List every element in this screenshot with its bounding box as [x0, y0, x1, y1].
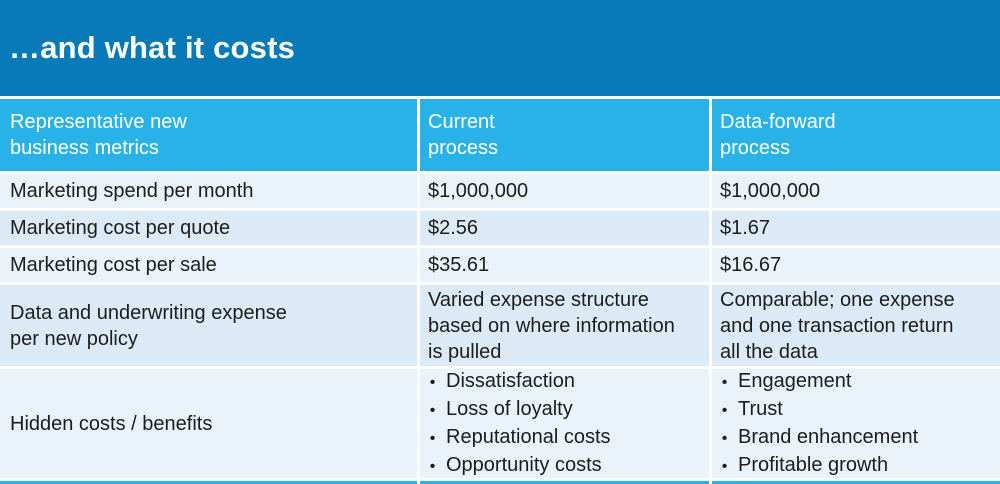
- col-header-data-forward-process: Data-forward process: [712, 99, 1000, 171]
- bullet-list: • Dissatisfaction • Loss of loyalty • Re…: [428, 368, 611, 480]
- bullet-icon: •: [721, 373, 728, 391]
- metric-cell: Hidden costs / benefits: [0, 369, 417, 478]
- metric-cell: Data and underwriting expense per new po…: [0, 285, 417, 366]
- current-cell: $2.56: [420, 211, 709, 245]
- bullet-icon: •: [429, 457, 436, 475]
- list-item: • Dissatisfaction: [428, 368, 611, 396]
- dataforward-cell: Comparable; one expense and one transact…: [712, 285, 1000, 366]
- title-band: …and what it costs: [0, 0, 1000, 96]
- list-item: • Engagement: [720, 368, 918, 396]
- bullet-icon: •: [429, 373, 436, 391]
- metric-cell: Marketing cost per quote: [0, 211, 417, 245]
- bullet-icon: •: [721, 401, 728, 419]
- bullet-icon: •: [721, 457, 728, 475]
- current-benefits-cell: • Dissatisfaction • Loss of loyalty • Re…: [420, 369, 709, 478]
- col-header-metrics: Representative new business metrics: [0, 99, 417, 171]
- list-item-label: Opportunity costs: [446, 453, 602, 476]
- list-item-label: Loss of loyalty: [446, 397, 573, 420]
- bullet-icon: •: [429, 429, 436, 447]
- list-item: • Reputational costs: [428, 424, 611, 452]
- col-header-current-process: Current process: [420, 99, 709, 171]
- list-item: • Loss of loyalty: [428, 396, 611, 424]
- list-item-label: Trust: [738, 397, 783, 420]
- current-cell: $35.61: [420, 248, 709, 282]
- bullet-list: • Engagement • Trust • Brand enhancement…: [720, 368, 918, 480]
- dataforward-cell: $1,000,000: [712, 174, 1000, 208]
- list-item: • Opportunity costs: [428, 452, 611, 480]
- dataforward-cell: $16.67: [712, 248, 1000, 282]
- metric-cell: Marketing cost per sale: [0, 248, 417, 282]
- list-item: • Profitable growth: [720, 452, 918, 480]
- bullet-icon: •: [721, 429, 728, 447]
- bottom-accent-strip: [0, 481, 417, 484]
- bullet-icon: •: [429, 401, 436, 419]
- list-item: • Brand enhancement: [720, 424, 918, 452]
- list-item-label: Brand enhancement: [738, 425, 919, 448]
- list-item: • Trust: [720, 396, 918, 424]
- list-item-label: Dissatisfaction: [446, 369, 575, 392]
- dataforward-cell: $1.67: [712, 211, 1000, 245]
- current-cell: Varied expense structure based on where …: [420, 285, 709, 366]
- dataforward-benefits-cell: • Engagement • Trust • Brand enhancement…: [712, 369, 1000, 478]
- list-item-label: Engagement: [738, 369, 852, 392]
- slide-title: …and what it costs: [9, 30, 296, 65]
- list-item-label: Profitable growth: [738, 453, 889, 476]
- list-item-label: Reputational costs: [446, 425, 611, 448]
- current-cell: $1,000,000: [420, 174, 709, 208]
- costs-table: Representative new business metrics Curr…: [0, 99, 1000, 484]
- bottom-accent-strip: [712, 481, 1000, 484]
- bottom-accent-strip: [420, 481, 709, 484]
- metric-cell: Marketing spend per month: [0, 174, 417, 208]
